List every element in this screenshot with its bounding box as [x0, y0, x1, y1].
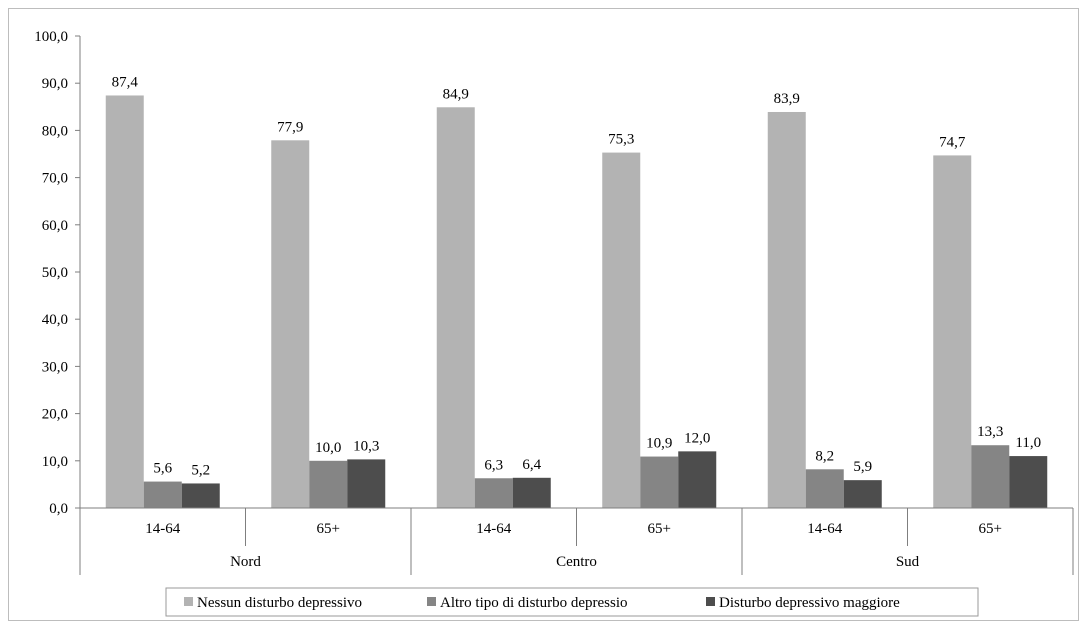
data-label: 13,3: [977, 424, 1003, 440]
bar: [105, 95, 144, 509]
y-tick-label: 0,0: [49, 501, 68, 517]
y-axis: 0,0 10,0 20,0 30,0 40,0 50,0 60,0 70,0 80,0 90,0 1…: [34, 29, 81, 517]
y-tick-label: 70,0: [42, 171, 68, 187]
data-label: 87,4: [112, 74, 139, 90]
data-label: 74,7: [939, 134, 966, 150]
legend-swatch: [184, 597, 193, 606]
y-tick-label: 60,0: [42, 218, 68, 234]
y-tick-label: 20,0: [42, 407, 68, 423]
data-label: 10,3: [353, 438, 379, 454]
data-labels: 87,4 5,6 5,2 77,9 10,0 10,3 84,9 6,3 6,4 75,3 10,9…: [112, 74, 1041, 478]
legend-label: Nessun disturbo depressivo: [197, 595, 362, 611]
data-label: 6,3: [484, 457, 503, 473]
bar: [805, 469, 844, 508]
x-group-label: Sud: [896, 554, 920, 570]
x-axis: 14-64 65+ 14-64 65+ 14-64 65+ Nord Centro Sud: [79, 507, 1074, 575]
data-label: 12,0: [684, 430, 710, 446]
bar: [767, 111, 806, 508]
data-label: 6,4: [522, 457, 541, 473]
x-category-label: 65+: [317, 521, 340, 537]
data-label: 83,9: [774, 91, 800, 107]
legend-label: Altro tipo di disturbo depressio: [440, 595, 628, 611]
bar: [309, 460, 348, 508]
y-tick-label: 100,0: [34, 29, 68, 45]
data-label: 8,2: [815, 448, 834, 464]
bar: [933, 155, 972, 508]
data-label: 77,9: [277, 119, 303, 135]
bars: [105, 95, 1048, 509]
legend-swatch: [706, 597, 715, 606]
bar: [143, 481, 182, 508]
data-label: 84,9: [443, 86, 469, 102]
x-category-label: 65+: [979, 521, 1002, 537]
data-label: 10,9: [646, 436, 672, 452]
x-group-label: Nord: [230, 554, 261, 570]
data-label: 10,0: [315, 440, 341, 456]
x-category-label: 14-64: [145, 521, 180, 537]
bar: [971, 445, 1010, 508]
y-tick-label: 50,0: [42, 265, 68, 281]
bar: [512, 477, 551, 508]
legend-label: Disturbo depressivo maggiore: [719, 595, 900, 611]
data-label: 5,9: [853, 459, 872, 475]
x-group-label: Centro: [556, 554, 597, 570]
legend: Nessun disturbo depressivo Altro tipo di …: [165, 587, 979, 617]
data-label: 75,3: [608, 132, 634, 148]
y-tick-label: 90,0: [42, 76, 68, 92]
chart-frame: [8, 8, 1079, 621]
bar: [436, 107, 475, 508]
bar: [181, 483, 220, 508]
y-tick-label: 40,0: [42, 312, 68, 328]
legend-box: [165, 587, 979, 617]
bar: [271, 140, 310, 508]
y-tick-label: 10,0: [42, 454, 68, 470]
bar: [640, 456, 679, 508]
x-category-label: 65+: [648, 521, 671, 537]
bar: [678, 451, 717, 508]
bar: [1009, 456, 1048, 508]
y-tick-label: 80,0: [42, 123, 68, 139]
bar: [474, 478, 513, 508]
data-label: 5,6: [153, 461, 172, 477]
y-tick-label: 30,0: [42, 359, 68, 375]
bar: [602, 152, 641, 509]
x-category-label: 14-64: [476, 521, 511, 537]
legend-swatch: [427, 597, 436, 606]
bar: [843, 480, 882, 508]
bar: [347, 459, 386, 508]
x-category-label: 14-64: [807, 521, 842, 537]
data-label: 11,0: [1015, 435, 1041, 451]
data-label: 5,2: [191, 462, 210, 478]
